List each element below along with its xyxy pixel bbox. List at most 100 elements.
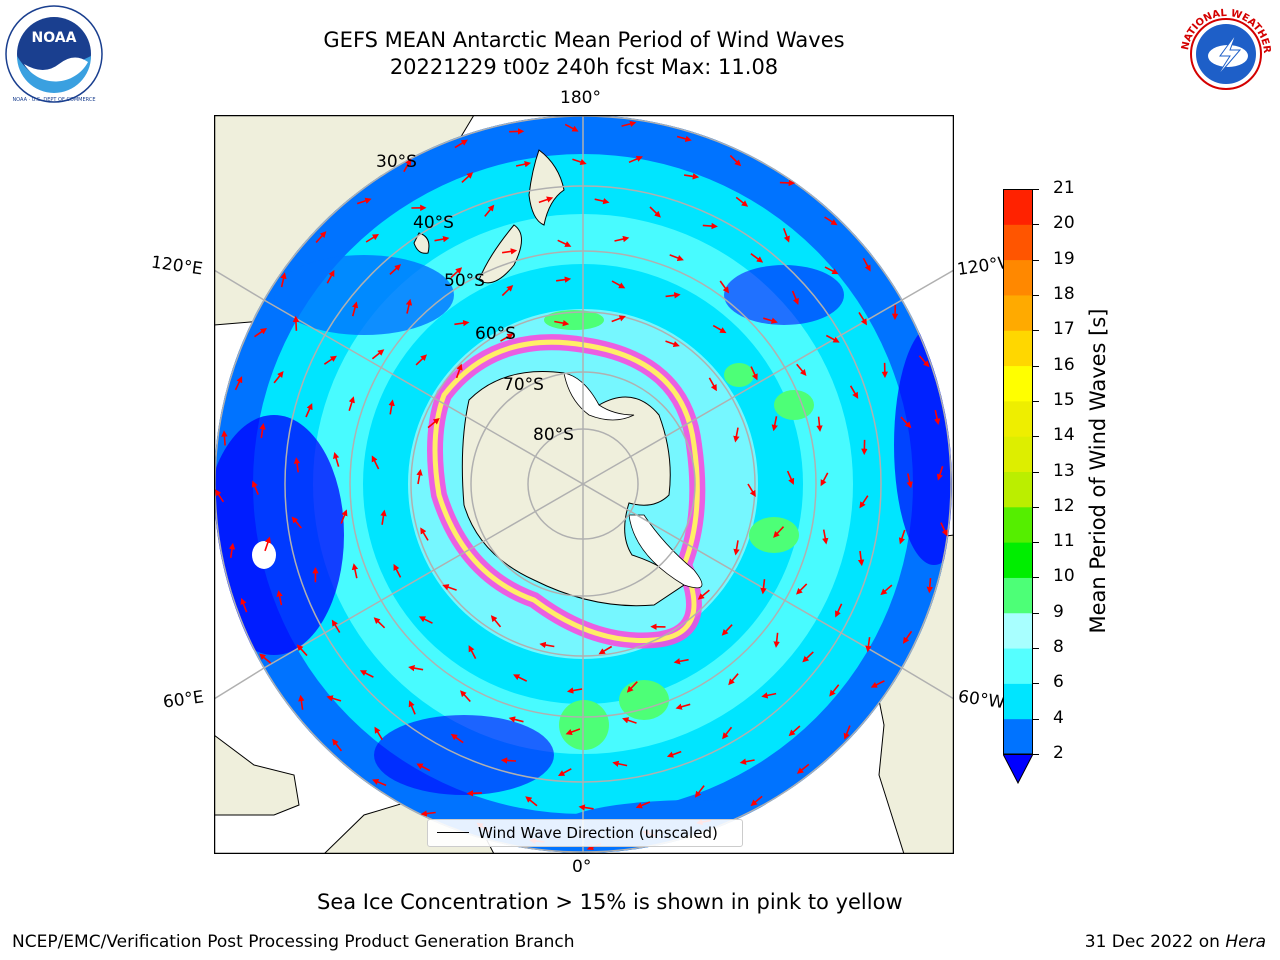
wind-direction-arrow-icon — [557, 239, 572, 247]
noaa-logo-icon: NOAA NOAA · U.S. DEPT OF COMMERCE — [4, 4, 104, 108]
colorbar-bin — [1003, 436, 1033, 472]
wind-direction-arrow-icon — [340, 509, 348, 524]
wind-direction-arrow-icon — [822, 529, 829, 545]
wind-direction-arrow-icon — [598, 645, 613, 655]
colorbar-bin — [1003, 506, 1033, 543]
colorbar-tick-mark — [1033, 224, 1039, 226]
wind-direction-arrow-icon — [802, 651, 814, 663]
wind-direction-arrow-icon — [466, 790, 482, 797]
wind-direction-arrow-icon — [669, 254, 684, 261]
wind-direction-arrow-icon — [934, 409, 941, 426]
wind-direction-arrow-icon — [565, 728, 581, 736]
wind-direction-arrow-icon — [221, 430, 228, 446]
colorbar-bin — [1003, 294, 1033, 331]
colorbar-tick-mark — [1033, 471, 1039, 473]
wind-direction-arrow-icon — [215, 489, 225, 503]
wind-direction-arrow-icon — [733, 540, 740, 556]
wind-direction-arrow-icon — [626, 681, 638, 693]
wind-direction-arrow-icon — [515, 161, 532, 168]
lat-label-80s: 80°S — [533, 425, 574, 445]
wind-direction-arrow-icon — [572, 158, 587, 166]
wind-direction-arrow-icon — [750, 253, 764, 263]
wind-direction-arrow-icon — [326, 695, 342, 702]
sea-ice-note: Sea Ice Concentration > 15% is shown in … — [317, 890, 903, 914]
map-subtitle: 20221229 t00z 240h fcst Max: 11.08 — [389, 55, 779, 79]
colorbar-tick-mark — [1033, 612, 1039, 614]
footer-credit: NCEP/EMC/Verification Post Processing Pr… — [12, 932, 575, 952]
lat-label-40s: 40°S — [413, 213, 454, 233]
lat-label-50s: 50°S — [444, 271, 485, 291]
wind-direction-arrow-icon — [280, 272, 287, 288]
lat-label-70s: 70°S — [503, 375, 544, 395]
wind-direction-arrow-icon — [259, 653, 272, 664]
wind-direction-arrow-icon — [622, 717, 637, 724]
colorbar-bin — [1003, 648, 1033, 684]
wind-direction-arrow-icon — [902, 630, 913, 644]
wind-direction-arrow-icon — [735, 196, 749, 207]
colorbar-bin — [1003, 718, 1033, 755]
wind-direction-arrow-icon — [513, 674, 528, 682]
colorbar-bin — [1003, 577, 1033, 614]
colorbar-tick-label: 17 — [1053, 319, 1075, 340]
colorbar-tick-label: 19 — [1053, 248, 1075, 269]
colorbar-tick-mark — [1033, 648, 1039, 650]
wind-direction-arrow-icon — [858, 311, 867, 326]
wind-direction-arrow-icon — [356, 197, 372, 205]
footer-host: Hera — [1225, 932, 1266, 952]
colorbar-tick-label: 14 — [1053, 425, 1075, 446]
wind-direction-arrow-icon — [365, 234, 380, 243]
wind-direction-arrow-icon — [461, 172, 474, 183]
colorbar-tick-mark — [1033, 400, 1039, 402]
colorbar-tick-label: 13 — [1053, 460, 1075, 481]
wind-direction-arrow-icon — [849, 385, 859, 399]
wind-direction-arrow-icon — [374, 726, 383, 741]
wind-direction-arrow-icon — [539, 641, 555, 649]
wind-direction-arrow-icon — [865, 637, 872, 653]
wind-direction-arrow-icon — [380, 509, 387, 525]
colorbar-tick-mark — [1033, 436, 1039, 438]
wind-direction-arrow-icon — [228, 542, 236, 559]
wind-direction-arrow-icon — [264, 536, 271, 552]
wind-direction-arrow-icon — [276, 590, 283, 606]
wind-direction-arrow-icon — [862, 257, 871, 272]
land-antarctica — [461, 371, 703, 607]
colorbar-tick-label: 15 — [1053, 389, 1075, 410]
wind-direction-arrow-icon — [763, 317, 778, 324]
wind-direction-arrow-icon — [566, 687, 583, 694]
wind-direction-arrow-icon — [460, 690, 471, 703]
wind-direction-arrow-icon — [273, 370, 284, 384]
colorbar-tick-label: 20 — [1053, 213, 1075, 234]
land-new-zealand — [413, 149, 565, 284]
wind-direction-arrow-icon — [782, 228, 790, 243]
colorbar-tick-mark — [1033, 718, 1039, 720]
wind-direction-arrow-icon — [900, 416, 912, 429]
colorbar-tick-label: 21 — [1053, 178, 1075, 198]
wind-direction-arrow-icon — [332, 738, 343, 752]
wind-direction-arrow-icon — [719, 280, 730, 294]
wind-direction-arrow-icon — [760, 579, 767, 595]
wind-direction-arrow-icon — [323, 355, 337, 365]
colorbar-tick-label: 18 — [1053, 283, 1075, 304]
wind-direction-arrow-icon — [733, 427, 740, 443]
colorbar-tick-mark — [1033, 365, 1039, 367]
legend-label: Wind Wave Direction (unscaled) — [478, 824, 718, 842]
wind-direction-arrow-icon — [771, 416, 778, 432]
wind-direction-arrow-icon — [554, 319, 570, 327]
wind-direction-arrow-icon — [450, 267, 463, 279]
wind-direction-arrow-icon — [594, 198, 610, 205]
wind-direction-arrow-icon — [500, 757, 517, 764]
wind-direction-arrow-icon — [455, 363, 463, 379]
colorbar-tick-label: 8 — [1053, 637, 1064, 658]
wind-direction-arrow-icon — [788, 725, 801, 737]
colorbar-bin — [1003, 224, 1033, 261]
wind-direction-arrow-icon — [420, 527, 429, 541]
colorbar-tick-label: 12 — [1053, 495, 1075, 516]
wind-direction-arrow-icon — [773, 526, 785, 538]
lon-label-180: 180° — [560, 88, 601, 108]
wind-direction-arrow-icon — [240, 597, 248, 613]
wind-direction-arrow-icon — [372, 779, 387, 787]
wind-direction-arrow-icon — [434, 235, 450, 243]
wind-direction-arrow-icon — [292, 315, 300, 331]
wind-direction-arrow-icon — [824, 266, 839, 275]
wind-direction-arrow-icon — [484, 204, 495, 217]
